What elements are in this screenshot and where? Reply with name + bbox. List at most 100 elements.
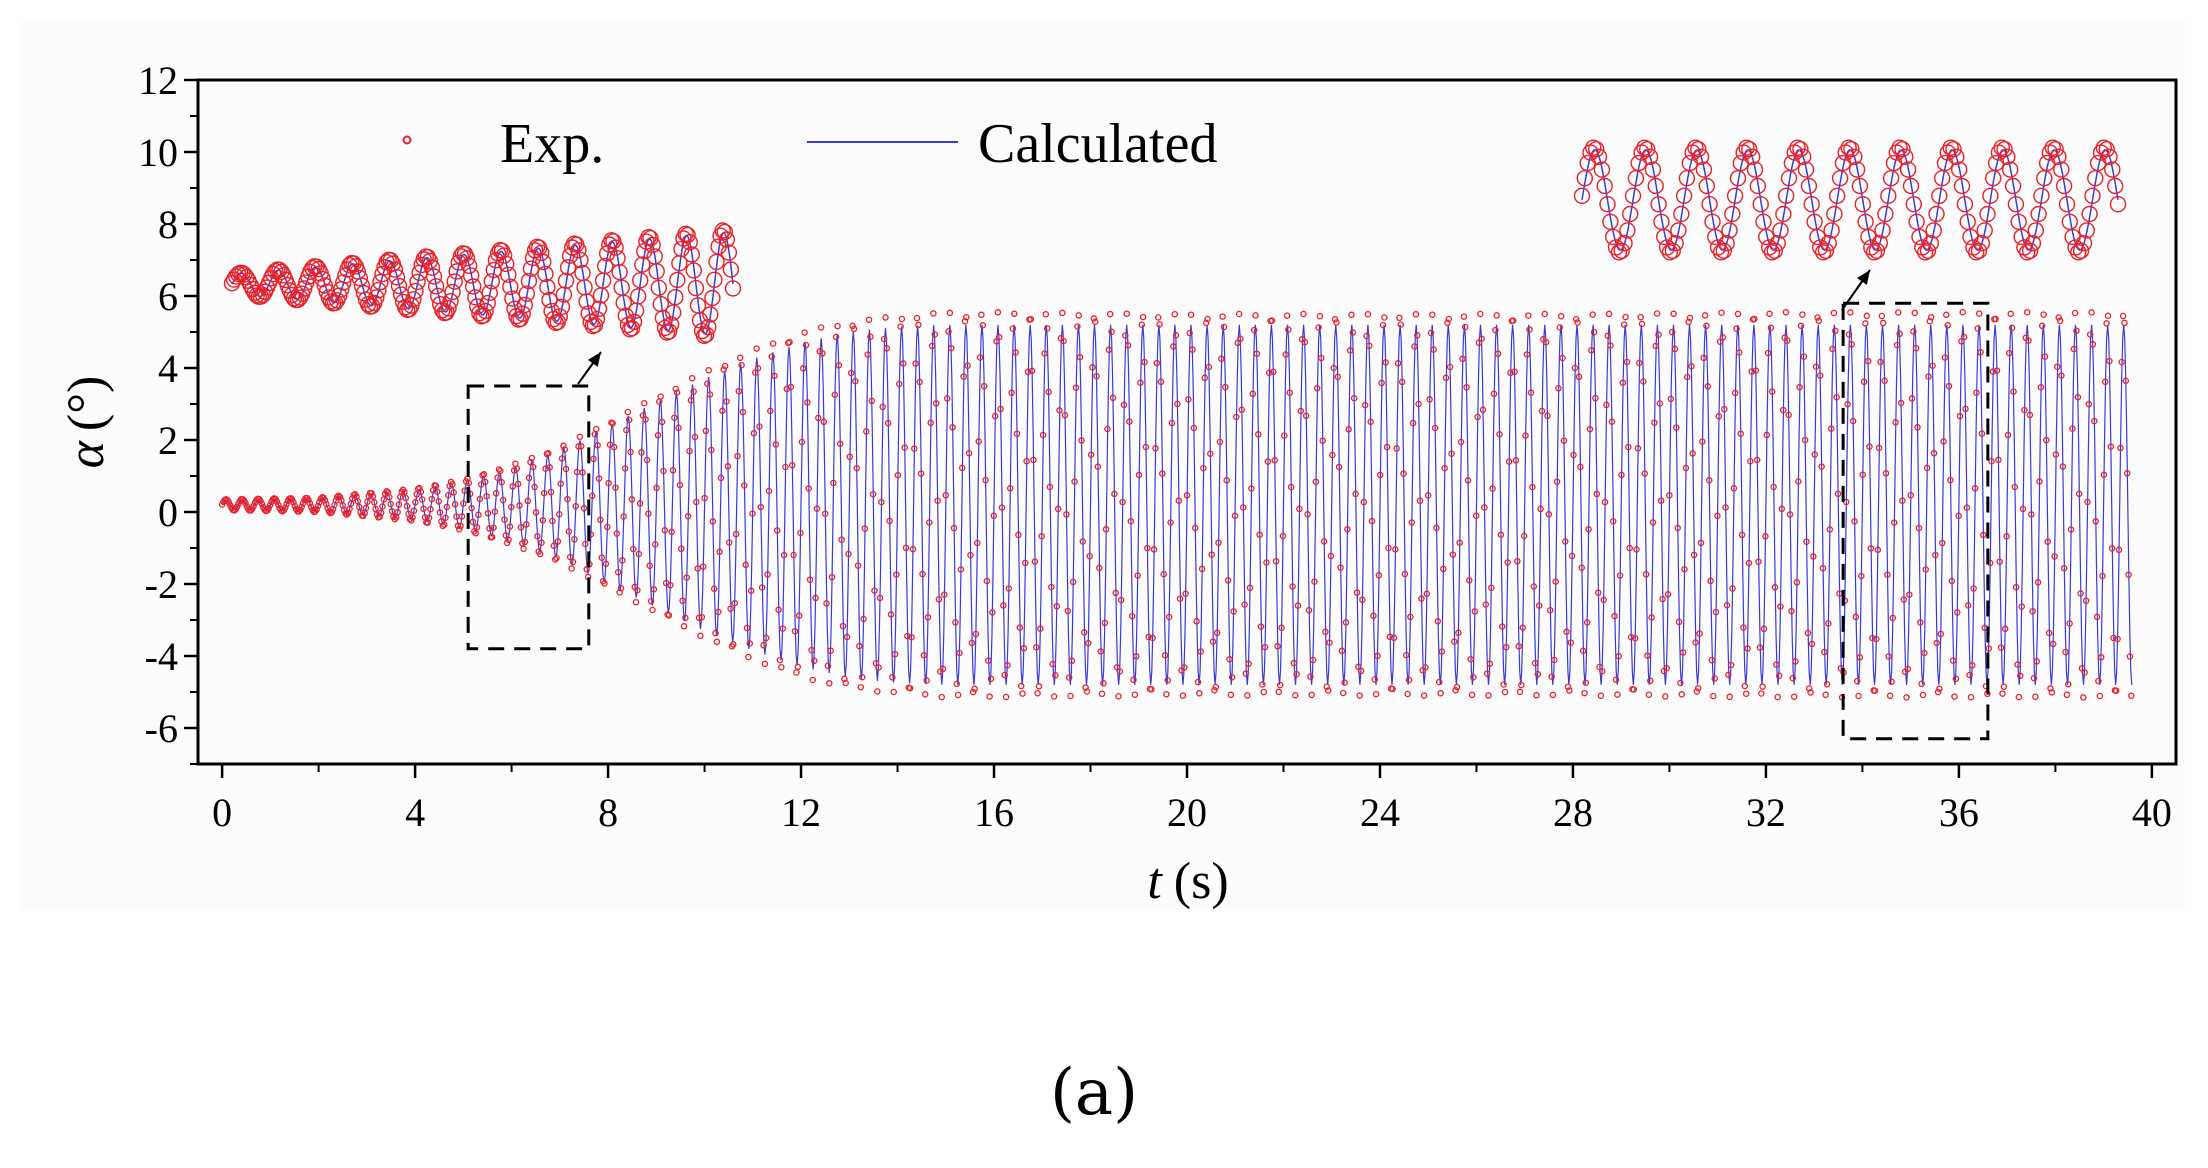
left-inset-point <box>533 244 550 262</box>
exp-point <box>1418 595 1425 602</box>
exp-point <box>1588 347 1595 354</box>
exp-point <box>1008 389 1015 397</box>
exp-point <box>1833 393 1840 401</box>
exp-point <box>1481 504 1488 511</box>
exp-point <box>1175 497 1183 504</box>
exp-point <box>1042 311 1050 318</box>
exp-point <box>1995 456 2002 464</box>
exp-point <box>1954 609 1961 616</box>
exp-point <box>1723 601 1731 609</box>
x-tick-label: 0 <box>212 790 232 835</box>
exp-point <box>1812 363 1820 370</box>
exp-point <box>1400 470 1407 477</box>
exp-point <box>1383 443 1391 451</box>
exp-point <box>1194 678 1202 686</box>
right-inset-point <box>2098 140 2115 158</box>
exp-point <box>982 476 989 484</box>
y-tick-label: 0 <box>158 490 178 535</box>
exp-point <box>995 333 1003 341</box>
exp-point <box>1043 325 1051 332</box>
exp-point <box>1655 331 1662 338</box>
exp-point <box>1190 424 1198 432</box>
exp-point <box>1441 464 1448 472</box>
exp-point <box>1157 378 1165 386</box>
exp-point <box>1257 623 1265 630</box>
exp-point <box>746 640 754 647</box>
left-inset-point <box>615 294 632 311</box>
left-inset-point <box>316 277 333 294</box>
exp-point <box>815 414 822 422</box>
exp-point <box>1684 373 1691 381</box>
exp-point <box>409 514 416 521</box>
exp-point <box>1186 329 1193 337</box>
right-inset-point <box>1902 177 1920 195</box>
exp-point <box>2082 597 2090 604</box>
exp-point <box>627 448 634 456</box>
exp-point <box>514 480 522 488</box>
exp-point <box>1244 692 1251 699</box>
exp-point <box>1323 683 1331 690</box>
exp-point <box>1767 324 1775 332</box>
exp-point <box>2067 526 2075 533</box>
right-inset-point <box>1661 244 1679 261</box>
exp-point <box>1759 683 1766 690</box>
exp-point <box>1760 625 1768 633</box>
exp-point <box>850 325 858 333</box>
exp-point <box>2074 393 2082 401</box>
exp-point <box>701 494 708 502</box>
exp-point <box>560 442 567 450</box>
y-axis-title: α(°) <box>58 376 115 469</box>
exp-point <box>1740 624 1747 631</box>
exp-point <box>1035 683 1043 690</box>
exp-point <box>1852 613 1860 621</box>
exp-point <box>497 467 504 475</box>
right-inset-point <box>1692 148 1710 166</box>
right-inset-point <box>2027 222 2045 239</box>
left-inset-point <box>283 286 300 304</box>
exp-point <box>765 487 773 495</box>
exp-point <box>1819 564 1827 572</box>
exp-point <box>1688 362 1695 370</box>
exp-point <box>2110 634 2117 642</box>
exp-point <box>789 461 796 469</box>
exp-point <box>653 484 660 492</box>
exp-point <box>779 625 786 632</box>
exp-point <box>1943 311 1950 319</box>
exp-point <box>2062 648 2069 656</box>
exp-point <box>1313 385 1321 392</box>
exp-point <box>439 522 447 530</box>
exp-point <box>305 496 312 504</box>
exp-point <box>572 502 579 510</box>
exp-point <box>1622 313 1629 321</box>
exp-point <box>1341 679 1348 686</box>
right-inset-point <box>1925 222 1942 239</box>
exp-point <box>900 360 907 367</box>
exp-point <box>1200 464 1207 472</box>
exp-point <box>1123 310 1130 317</box>
exp-point <box>483 492 490 500</box>
exp-point <box>1545 511 1553 518</box>
exp-point <box>1372 690 1380 698</box>
right-inset-point <box>1777 187 1795 205</box>
exp-point <box>1934 688 1942 696</box>
exp-point <box>1167 519 1174 526</box>
exp-point <box>986 693 993 700</box>
exp-point <box>734 452 741 460</box>
exp-point <box>521 538 529 546</box>
exp-point <box>715 608 722 616</box>
exp-point <box>1148 686 1155 693</box>
exp-point <box>931 331 939 338</box>
exp-point <box>667 581 674 589</box>
exp-point <box>1196 690 1203 697</box>
y-tick-label: 12 <box>138 58 178 103</box>
exp-point <box>1563 628 1570 636</box>
left-inset-point <box>524 249 542 267</box>
exp-point <box>1530 583 1538 590</box>
right-inset-point <box>2055 177 2073 195</box>
exp-point <box>580 505 588 512</box>
exp-point <box>1359 596 1366 604</box>
exp-point <box>2045 629 2053 637</box>
exp-point <box>1644 652 1651 659</box>
exp-point <box>1493 312 1500 319</box>
exp-point <box>1470 673 1477 681</box>
